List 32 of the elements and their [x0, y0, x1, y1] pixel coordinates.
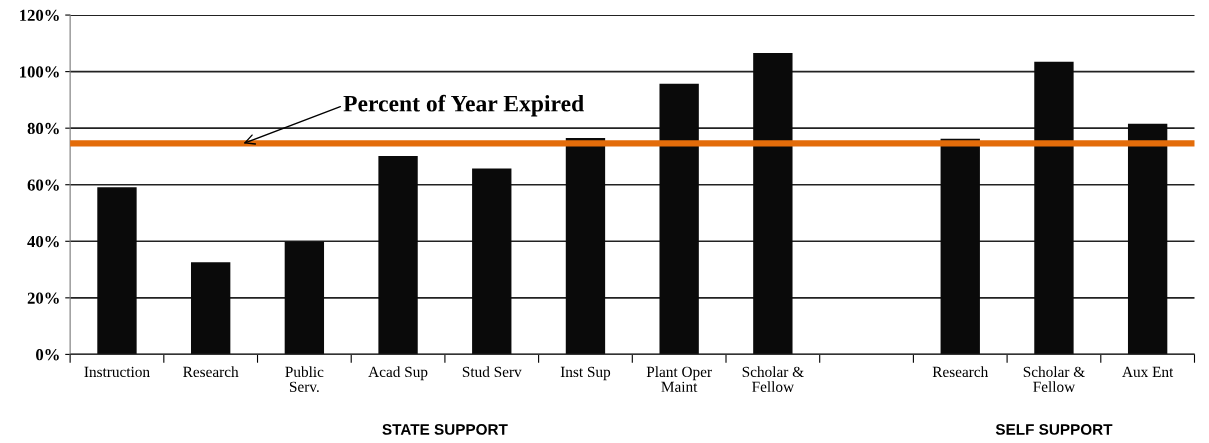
x-tick-label: Stud Serv [462, 366, 522, 378]
y-tick-label: 100% [20, 66, 59, 78]
y-tick-label: 40% [27, 235, 59, 248]
y-tick-label: 60% [27, 179, 59, 191]
bar [284, 241, 325, 355]
bar [753, 52, 793, 355]
text: SELF SUPPORT [995, 424, 1113, 435]
x-tick-label: Plant Oper Maint [646, 366, 712, 392]
x-tick-label: Research [183, 366, 239, 378]
x-tick-label: Scholar & Fellow [742, 366, 804, 392]
bar [659, 83, 699, 355]
bar [1034, 61, 1074, 355]
text: STATE SUPPORT [382, 424, 508, 435]
bar [97, 187, 137, 355]
bar [378, 155, 418, 355]
x-tick-label: Public Serv. [285, 366, 324, 393]
x-tick-label: Scholar & Fellow [1023, 366, 1085, 392]
x-tick-label: Acad Sup [368, 366, 428, 381]
y-tick-label: 120% [20, 9, 59, 22]
ref-line-label: Percent of Year Expired [343, 94, 584, 117]
x-tick-label: Aux Ent [1122, 366, 1174, 378]
y-tick-label: 20% [27, 292, 59, 304]
bar [1127, 123, 1168, 355]
x-tick-label: Inst Sup [560, 366, 611, 381]
bar [190, 262, 231, 355]
x-tick-label: Instruction [84, 366, 150, 378]
y-tick-label: 80% [27, 122, 59, 135]
bar [472, 168, 512, 355]
x-tick-label: Research [932, 366, 989, 378]
bar [940, 138, 980, 355]
y-tick-label: 0% [36, 349, 59, 361]
bar [565, 138, 606, 355]
